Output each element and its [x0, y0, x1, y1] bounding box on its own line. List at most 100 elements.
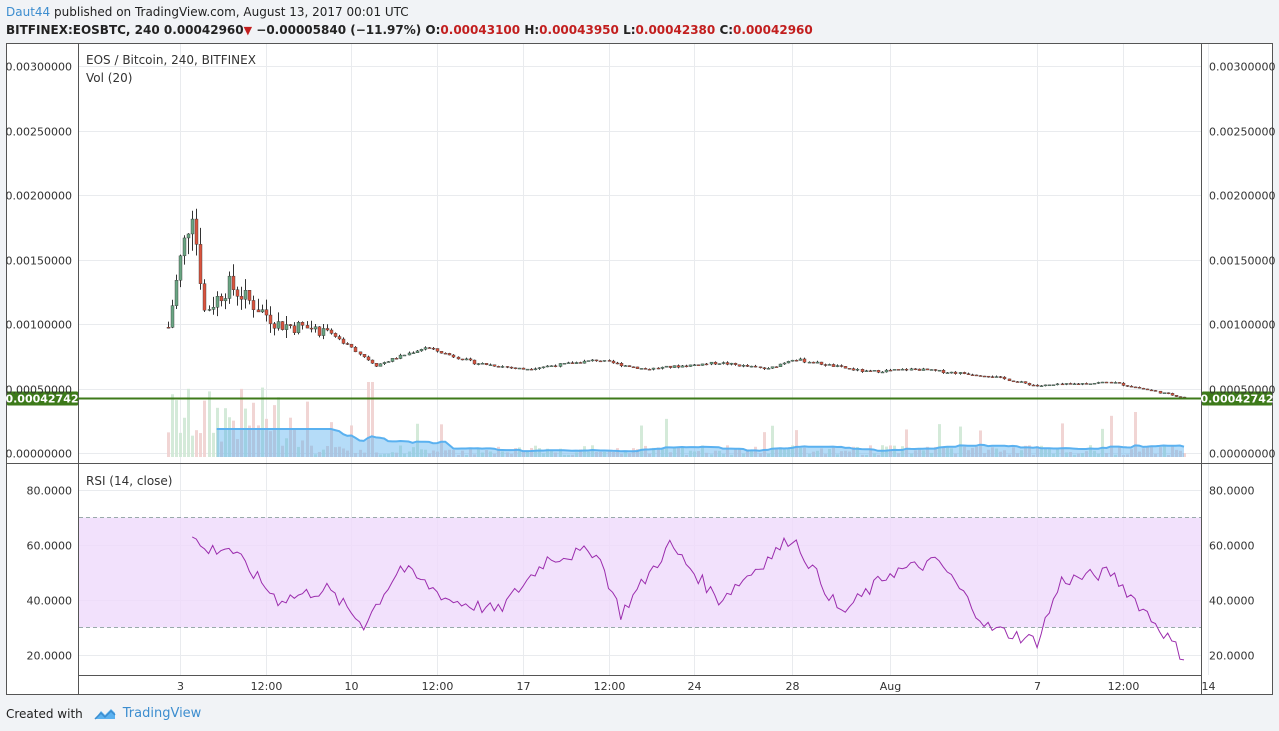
created-with-text: Created with — [6, 707, 83, 721]
candle-body — [529, 368, 534, 371]
volume-bar — [1142, 448, 1145, 457]
volume-bar — [257, 425, 260, 457]
low-value: 0.00042380 — [635, 23, 716, 37]
candle-body — [896, 369, 901, 371]
candle-body — [607, 360, 612, 362]
volume-bar — [693, 451, 696, 457]
candle-body — [753, 365, 758, 368]
candle-body — [317, 326, 322, 336]
volume-bar — [1003, 450, 1006, 457]
candle-body — [1031, 384, 1036, 387]
volume-bar — [395, 452, 398, 457]
time-axis-tick-label: 10 — [345, 680, 359, 693]
time-axis-tick-label: 28 — [786, 680, 800, 693]
volume-bar — [465, 454, 468, 457]
volume-bar — [832, 447, 835, 457]
candle-body — [300, 322, 305, 326]
candle-body — [696, 364, 701, 366]
volume-bar — [489, 451, 492, 457]
volume-bar — [901, 446, 904, 457]
price-axis-right: 0.00300000 0.00250000 0.00200000 0.00150000… — [1209, 61, 1275, 461]
candle-body — [296, 322, 301, 333]
volume-bar — [273, 405, 276, 457]
candle-body — [411, 352, 416, 354]
candle-body — [623, 365, 628, 367]
candle-body — [937, 369, 942, 372]
candle-body — [672, 365, 677, 368]
volume-bar — [795, 430, 798, 457]
price-axis-tick-label: 0.00050000 — [1209, 384, 1275, 397]
candle-body — [505, 366, 510, 368]
volume-bar — [477, 449, 480, 457]
candle-body — [1015, 381, 1020, 383]
candle-body — [962, 372, 967, 374]
symbol-label: BITFINEX:EOSBTC, 240 — [6, 23, 160, 37]
volume-bar — [1040, 445, 1043, 457]
candle-body — [978, 375, 983, 377]
candle-body — [839, 365, 844, 367]
author-link[interactable]: Daut44 — [6, 5, 51, 19]
tradingview-brand-link[interactable]: TradingView — [122, 706, 202, 721]
volume-bar — [412, 447, 415, 457]
volume-bar — [261, 387, 264, 457]
volume-bar — [244, 408, 247, 457]
volume-bar — [203, 400, 206, 457]
volume-bar — [391, 452, 394, 457]
candle-body — [1129, 385, 1134, 388]
volume-bar — [967, 450, 970, 457]
rsi-axis-tick-label: 80.0000 — [1209, 485, 1255, 498]
candle-body — [509, 366, 514, 369]
candle-body — [194, 218, 199, 245]
candle-body — [374, 363, 379, 367]
candle-body — [451, 354, 456, 358]
candle-body — [247, 290, 252, 301]
candle-body — [198, 244, 203, 284]
rsi-axis-tick-label: 80.0000 — [27, 485, 73, 498]
volume-bar — [840, 451, 843, 457]
chart-title: EOS / Bitcoin, 240, BITFINEX — [86, 53, 256, 67]
candle-body — [341, 338, 346, 344]
volume-bar — [848, 451, 851, 457]
volume-bar — [787, 448, 790, 457]
volume-bar — [550, 449, 553, 457]
candle-body — [219, 296, 224, 302]
candle-body — [553, 365, 558, 367]
volume-bar — [538, 448, 541, 457]
volume-bar — [346, 450, 349, 457]
candle-body — [851, 368, 856, 371]
candle-body — [570, 362, 575, 364]
volume-bar — [240, 388, 243, 457]
candle-body — [904, 368, 909, 371]
candle-body — [953, 371, 958, 374]
volume-bar — [1175, 449, 1178, 457]
volume-bar — [963, 446, 966, 457]
candle-body — [823, 364, 828, 366]
candle-body — [643, 368, 648, 370]
volume-bar — [322, 449, 325, 457]
volume-bar — [575, 452, 578, 457]
rsi-axis-tick-label: 60.0000 — [27, 540, 73, 553]
volume-bar — [289, 417, 292, 457]
volume-bar — [187, 388, 190, 457]
volume-bar — [1179, 450, 1182, 457]
candle-body — [1027, 382, 1032, 386]
volume-bar — [571, 454, 574, 457]
volume-bar — [746, 449, 749, 457]
volume-bar — [938, 424, 941, 457]
candle-body — [276, 321, 281, 329]
volume-bar — [1012, 447, 1015, 457]
volume-bar — [383, 453, 386, 457]
volume-bar — [485, 450, 488, 457]
volume-bar — [910, 453, 913, 457]
volume-bar — [1032, 454, 1035, 457]
volume-bar — [803, 447, 806, 457]
volume-bar — [367, 382, 370, 457]
volume-bar — [579, 449, 582, 457]
volume-bar — [461, 450, 464, 457]
volume-bar — [799, 447, 802, 457]
candle-body — [207, 309, 212, 311]
volume-bar — [1020, 450, 1023, 457]
volume-bar — [620, 453, 623, 457]
time-axis-tick-label: 12:00 — [594, 680, 626, 693]
